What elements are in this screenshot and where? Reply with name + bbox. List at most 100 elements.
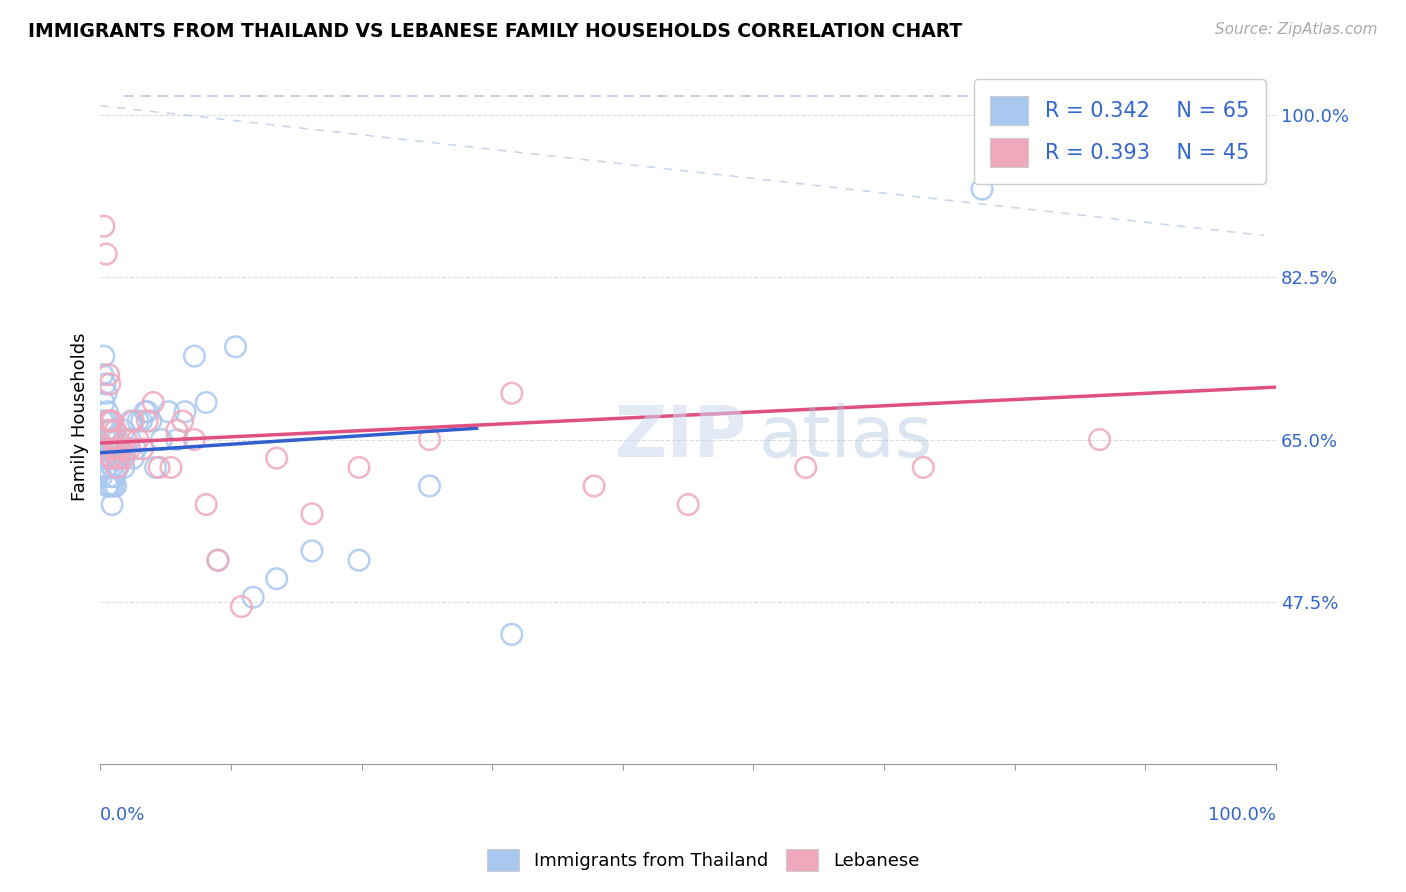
Point (112, 423, 135, 437)
Point (98, 469, 121, 483)
Point (101, 460, 124, 475)
Text: 100.0%: 100.0% (1208, 806, 1277, 824)
Point (142, 395, 165, 409)
Point (100, 479, 122, 493)
Point (93, 219, 115, 234)
Text: IMMIGRANTS FROM THAILAND VS LEBANESE FAMILY HOUSEHOLDS CORRELATION CHART: IMMIGRANTS FROM THAILAND VS LEBANESE FAM… (28, 22, 962, 41)
Point (160, 460, 183, 475)
Text: 0.0%: 0.0% (100, 806, 146, 824)
Point (100, 414, 122, 428)
Point (103, 442, 125, 456)
Point (98, 433, 121, 447)
Point (96, 442, 118, 456)
Point (97, 414, 120, 428)
Point (676, 498, 699, 512)
Point (225, 340, 247, 354)
Point (183, 349, 205, 363)
Point (108, 451, 131, 466)
Point (418, 479, 440, 493)
Point (108, 451, 131, 466)
Point (501, 627, 523, 641)
Point (96, 386, 118, 401)
Point (96, 460, 118, 475)
Point (101, 414, 124, 428)
Point (912, 460, 935, 475)
Point (172, 414, 194, 428)
Point (96, 247, 118, 261)
Point (110, 451, 132, 466)
Point (96, 442, 118, 456)
Point (93, 349, 115, 363)
Legend: Immigrants from Thailand, Lebanese: Immigrants from Thailand, Lebanese (479, 842, 927, 879)
Point (127, 414, 149, 428)
Point (101, 423, 124, 437)
Point (96, 423, 118, 437)
Text: atlas: atlas (759, 403, 934, 472)
Point (501, 386, 523, 401)
Point (136, 405, 159, 419)
Point (166, 423, 188, 437)
Point (131, 414, 153, 428)
Point (97, 414, 120, 428)
Point (122, 414, 145, 428)
Point (145, 460, 167, 475)
Point (207, 553, 229, 567)
Point (91, 414, 114, 428)
Point (100, 451, 122, 466)
Point (195, 395, 218, 409)
Text: ZIP: ZIP (614, 403, 747, 472)
Point (110, 442, 132, 456)
Point (174, 405, 197, 419)
Point (93, 442, 115, 456)
Point (157, 405, 180, 419)
Point (131, 442, 153, 456)
Point (94, 414, 117, 428)
Point (195, 498, 218, 512)
Point (136, 414, 159, 428)
Point (103, 433, 125, 447)
Point (118, 442, 141, 456)
Point (90, 469, 112, 483)
Point (105, 460, 128, 475)
Point (301, 507, 323, 521)
Point (98, 376, 121, 391)
Point (103, 442, 125, 456)
Point (105, 460, 128, 475)
Point (266, 572, 288, 586)
Point (418, 433, 440, 447)
Point (148, 460, 170, 475)
Legend: R = 0.342    N = 65, R = 0.393    N = 45: R = 0.342 N = 65, R = 0.393 N = 45 (974, 78, 1265, 184)
Point (107, 433, 129, 447)
Point (970, 182, 993, 196)
Point (150, 433, 173, 447)
Point (583, 479, 606, 493)
Point (166, 433, 188, 447)
Point (104, 479, 127, 493)
Point (91, 368, 114, 382)
Point (103, 479, 125, 493)
Point (112, 460, 135, 475)
Text: Source: ZipAtlas.com: Source: ZipAtlas.com (1215, 22, 1378, 37)
Point (112, 451, 135, 466)
Point (347, 553, 370, 567)
Point (101, 498, 124, 512)
Point (120, 414, 142, 428)
Point (183, 433, 205, 447)
Point (107, 442, 129, 456)
Point (100, 442, 122, 456)
Point (242, 591, 264, 605)
Point (231, 599, 253, 614)
Point (96, 405, 118, 419)
Point (94, 376, 117, 391)
Point (110, 442, 132, 456)
Point (207, 553, 229, 567)
Point (104, 423, 127, 437)
Point (347, 460, 370, 475)
Point (127, 433, 149, 447)
Point (104, 451, 127, 466)
Point (124, 442, 146, 456)
Point (93, 395, 115, 409)
Point (94, 451, 117, 466)
Point (794, 460, 817, 475)
Point (98, 423, 121, 437)
